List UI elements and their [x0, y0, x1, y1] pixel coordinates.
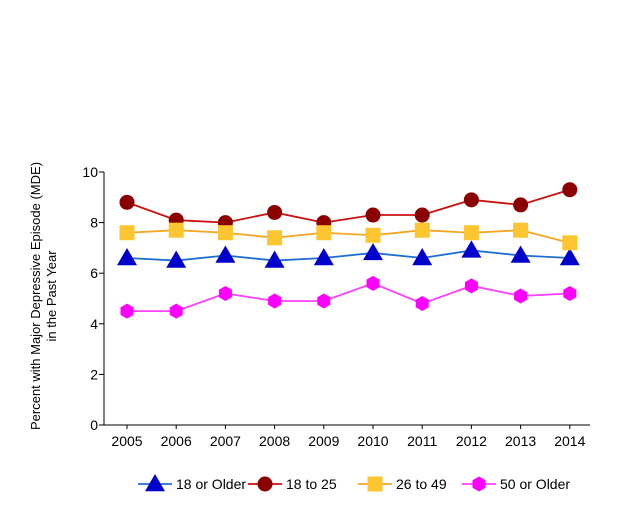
y-tick-label: 6 — [90, 265, 98, 281]
x-axis: 2005 2006 2007 2008 2009 2010 2011 2012 2013 2014 — [104, 424, 590, 449]
x-tick-label: 2011 — [407, 433, 437, 449]
data-point-18-or-older — [363, 242, 383, 261]
legend-marker — [472, 476, 486, 492]
legend: 18 or Older 18 to 25 26 to 49 50 or Older — [138, 474, 570, 492]
series-50-or-older — [120, 275, 577, 319]
x-tick-label: 2007 — [210, 433, 241, 449]
data-point-50-or-older — [366, 275, 380, 291]
y-tick-label: 8 — [90, 215, 98, 231]
data-point-26-to-49 — [168, 222, 184, 238]
series-line-18-to-25 — [126, 188, 571, 224]
x-tick-label: 2010 — [357, 433, 388, 449]
data-point-26-to-49 — [513, 222, 529, 238]
data-point-18-or-older — [510, 245, 531, 263]
y-axis-title: Percent with Major Depressive Episode (M… — [28, 162, 59, 430]
legend-item-50-or-older: 50 or Older — [462, 476, 570, 492]
legend-label: 18 to 25 — [286, 476, 337, 492]
data-point-26-to-49 — [217, 225, 233, 241]
data-point-50-or-older — [218, 285, 232, 301]
x-tick-label: 2009 — [308, 433, 339, 449]
y-tick-label: 0 — [90, 417, 98, 433]
y-axis-label-line: in the Past Year — [44, 250, 59, 342]
data-point-18-to-25 — [267, 204, 283, 220]
data-point-50-or-older — [268, 293, 282, 309]
y-axis: 0 2 4 6 8 10 — [82, 164, 105, 433]
data-point-26-to-49 — [365, 227, 381, 243]
data-point-50-or-older — [120, 303, 134, 319]
x-tick-label: 2012 — [456, 433, 487, 449]
data-point-26-to-49 — [562, 235, 578, 251]
legend-label: 18 or Older — [176, 476, 246, 492]
series-18-or-older — [117, 240, 580, 268]
data-point-18-to-25 — [365, 207, 381, 223]
legend-item-18-to-25: 18 to 25 — [248, 476, 337, 492]
data-point-18-to-25 — [414, 207, 430, 223]
data-point-18-or-older — [412, 248, 433, 266]
data-point-18-to-25 — [562, 182, 578, 198]
data-point-18-or-older — [559, 248, 580, 266]
data-point-26-to-49 — [119, 225, 135, 241]
data-point-50-or-older — [514, 288, 528, 304]
y-tick-label: 4 — [90, 316, 98, 332]
legend-marker — [257, 476, 273, 492]
series-line-50-or-older — [127, 282, 570, 313]
legend-marker — [145, 474, 165, 492]
data-point-26-to-49 — [316, 225, 332, 241]
data-point-18-or-older — [166, 250, 187, 268]
x-tick-label: 2006 — [161, 433, 192, 449]
data-point-18-or-older — [215, 245, 236, 263]
data-point-50-or-older — [169, 303, 183, 319]
y-tick-label: 10 — [82, 164, 98, 180]
data-point-26-to-49 — [463, 225, 479, 241]
y-axis-label-line: Percent with Major Depressive Episode (M… — [28, 162, 43, 430]
data-point-18-or-older — [313, 248, 334, 266]
series-line-18-or-older — [126, 249, 570, 262]
x-tick-label: 2013 — [505, 433, 536, 449]
data-point-18-or-older — [264, 250, 285, 268]
series-layer — [117, 182, 580, 319]
data-point-50-or-older — [415, 296, 429, 312]
data-point-18-to-25 — [463, 192, 479, 208]
data-point-50-or-older — [317, 293, 331, 309]
series-line-26-to-49 — [126, 229, 571, 244]
data-point-18-to-25 — [513, 197, 529, 213]
data-point-18-to-25 — [119, 194, 135, 210]
data-point-18-or-older — [461, 240, 482, 258]
series-26-to-49 — [119, 222, 578, 251]
legend-label: 50 or Older — [500, 476, 570, 492]
y-axis-label: Percent with Major Depressive Episode (M… — [28, 162, 59, 430]
legend-item-18-or-older: 18 or Older — [138, 474, 246, 492]
series-18-to-25 — [119, 182, 578, 231]
data-point-18-or-older — [117, 248, 137, 266]
y-tick-label: 2 — [90, 366, 98, 382]
data-point-50-or-older — [563, 285, 577, 301]
x-tick-label: 2014 — [554, 433, 585, 449]
legend-marker — [367, 476, 383, 492]
x-tick-label: 2008 — [259, 433, 290, 449]
data-point-50-or-older — [464, 278, 478, 294]
data-point-26-to-49 — [414, 222, 430, 238]
legend-item-26-to-49: 26 to 49 — [358, 476, 447, 492]
x-tick-label: 2005 — [111, 433, 142, 449]
legend-label: 26 to 49 — [396, 476, 447, 492]
data-point-26-to-49 — [267, 230, 283, 246]
